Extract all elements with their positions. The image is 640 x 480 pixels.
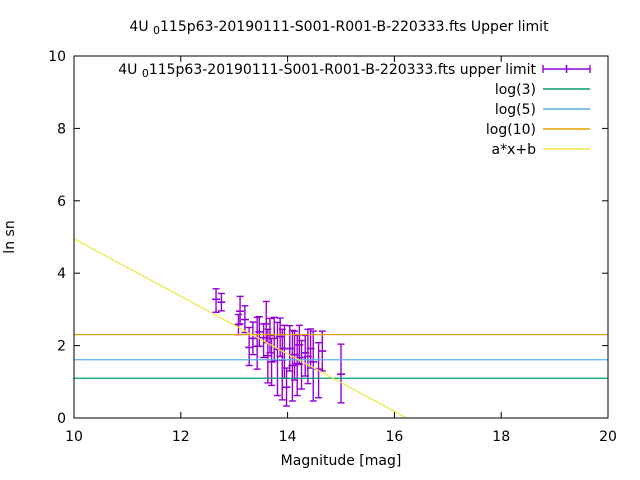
- errorbar-point: [309, 330, 318, 402]
- axes-layer: 10 12 14 16 18 20 0 2 4 6 8 10: [48, 49, 617, 445]
- y-tick-label: 2: [57, 339, 66, 355]
- legend-entry: log(3): [495, 82, 590, 98]
- legend-label: log(3): [495, 82, 536, 98]
- errorbar-point: [337, 343, 345, 404]
- chart-title: 4U 0115p63-20190111-S001-R001-B-220333.f…: [129, 19, 549, 37]
- errorbar-point: [255, 315, 264, 348]
- errorbar-point: [288, 329, 297, 402]
- errorbar-point: [318, 330, 327, 372]
- errorbar-point: [236, 295, 245, 325]
- x-tick-label: 12: [172, 429, 190, 445]
- legend-entry: log(5): [495, 102, 590, 118]
- legend-label: a*x+b: [492, 142, 537, 158]
- legend-label: log(10): [486, 122, 536, 138]
- x-axis-label: Magnitude [mag]: [281, 453, 402, 469]
- x-tick-label: 18: [492, 429, 510, 445]
- legend-label: 4U 0115p63-20190111-S001-R001-B-220333.f…: [118, 62, 536, 80]
- x-tick-label: 20: [599, 429, 617, 445]
- y-tick-label: 0: [57, 411, 66, 427]
- errorbar-point: [297, 339, 306, 390]
- legend-entry: log(10): [486, 122, 590, 138]
- errorbar-point: [217, 292, 226, 312]
- series-layer: [73, 238, 608, 419]
- y-tick-label: 8: [57, 121, 66, 137]
- errorbar-point: [234, 313, 243, 336]
- legend-label: log(5): [495, 102, 536, 118]
- y-tick-label: 6: [57, 194, 66, 210]
- errorbar-point: [282, 367, 291, 407]
- errorbar-point: [240, 305, 249, 334]
- plot-border: [73, 55, 609, 419]
- legend: 4U 0115p63-20190111-S001-R001-B-220333.f…: [118, 62, 591, 158]
- y-axis-label: ln sn: [2, 220, 18, 253]
- fit-line: [73, 238, 407, 419]
- errorbar-point: [265, 317, 274, 354]
- x-tick-label: 16: [385, 429, 403, 445]
- errorbar-point: [248, 321, 257, 356]
- legend-entry: 4U 0115p63-20190111-S001-R001-B-220333.f…: [118, 62, 591, 80]
- x-tick-label: 14: [279, 429, 297, 445]
- y-tick-label: 10: [48, 49, 66, 65]
- y-tick-label: 4: [57, 266, 66, 282]
- errorbar-point: [212, 288, 221, 313]
- legend-entry: a*x+b: [492, 142, 590, 158]
- x-tick-label: 10: [65, 429, 83, 445]
